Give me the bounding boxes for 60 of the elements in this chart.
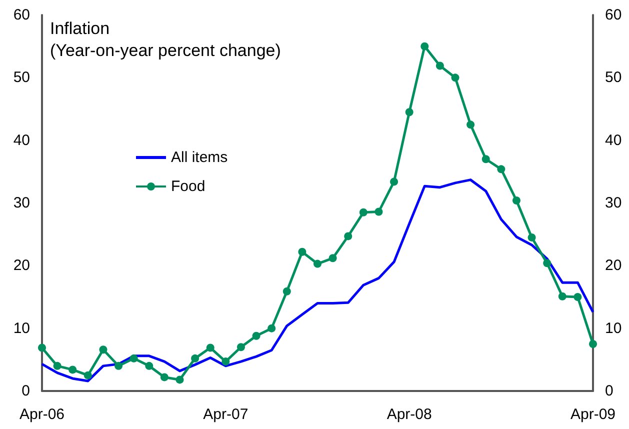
point	[38, 344, 46, 352]
text: (Year-on-year percent change)	[50, 41, 281, 60]
point	[436, 62, 444, 70]
point	[252, 332, 260, 340]
point	[191, 354, 200, 362]
point	[160, 373, 168, 382]
y2-tick-label: 30	[605, 194, 622, 212]
x-tick-label: Apr-07	[203, 406, 248, 423]
x-tick-label: Apr-08	[386, 406, 432, 423]
y-tick-label: 40	[13, 132, 30, 149]
point	[236, 343, 245, 352]
point	[466, 120, 475, 129]
point	[314, 260, 322, 268]
legend-label: All items	[171, 149, 228, 166]
chart-title: Inflation	[50, 19, 110, 38]
y-tick-label: 20	[13, 257, 30, 274]
point	[574, 293, 582, 301]
y2-tick-label: 60	[605, 6, 622, 24]
point	[359, 208, 368, 216]
x-tick-label: Apr-06	[19, 406, 65, 423]
point	[558, 292, 566, 300]
point	[114, 362, 123, 370]
point	[405, 108, 414, 116]
point	[298, 248, 306, 256]
y-tick-label: 30	[13, 194, 30, 212]
point	[390, 178, 398, 186]
point	[206, 344, 214, 352]
y-tick-label: 0	[22, 382, 30, 400]
point	[512, 196, 520, 204]
point	[543, 259, 552, 268]
point	[589, 340, 597, 348]
y2-tick-label: 40	[605, 132, 622, 149]
y2-tick-label: 50	[605, 69, 622, 86]
point	[222, 358, 230, 366]
y-tick-label: 10	[13, 320, 30, 337]
point	[497, 165, 506, 174]
point	[68, 366, 77, 374]
point	[420, 42, 429, 50]
y-tick-label: 60	[13, 6, 30, 24]
y-tick-label: 50	[13, 69, 30, 86]
point	[268, 324, 276, 332]
point	[282, 287, 291, 296]
point	[482, 155, 490, 164]
point	[374, 208, 383, 216]
point	[145, 362, 154, 370]
point	[344, 232, 352, 240]
line-series	[40, 178, 594, 382]
point	[176, 376, 184, 384]
y2-tick-label: 10	[605, 320, 622, 337]
x-tick-label: Apr-09	[570, 406, 616, 423]
y2-tick-label: 0	[605, 382, 614, 400]
point	[53, 362, 62, 370]
legend-label: Food	[171, 178, 206, 195]
point	[99, 346, 108, 354]
point	[451, 74, 460, 82]
point	[84, 371, 92, 380]
point	[130, 354, 138, 362]
y2-tick-label: 20	[605, 257, 622, 274]
point	[328, 254, 337, 262]
point	[528, 233, 536, 242]
